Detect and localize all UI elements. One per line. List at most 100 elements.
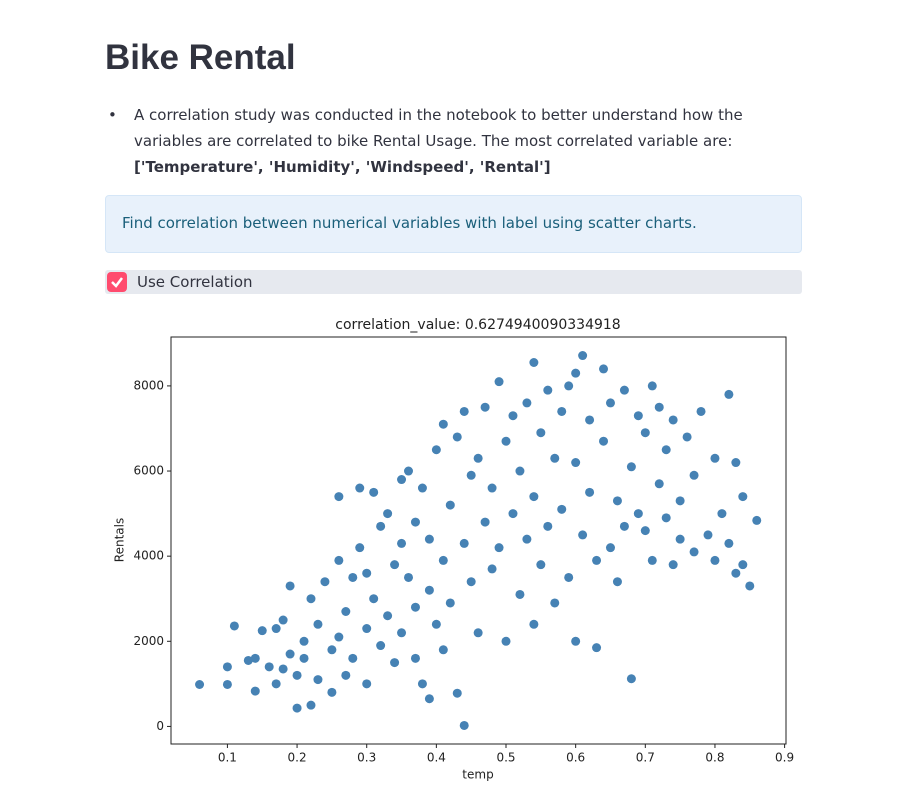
point	[550, 453, 560, 463]
point	[431, 445, 441, 455]
point	[592, 643, 602, 653]
point	[341, 670, 351, 680]
point	[452, 688, 462, 698]
y-axis-label: Rentals	[113, 518, 127, 562]
point	[731, 568, 741, 578]
point	[487, 564, 497, 574]
point	[536, 560, 546, 570]
plot-frame	[170, 336, 787, 745]
x-tick-label: 0.6	[566, 751, 585, 765]
point	[605, 543, 615, 553]
x-tick-label: 0.2	[288, 751, 307, 765]
point	[348, 653, 358, 663]
point	[543, 521, 553, 531]
point	[626, 462, 636, 472]
point	[710, 555, 720, 565]
checkbox-row[interactable]: Use Correlation	[105, 270, 802, 294]
point	[501, 636, 511, 646]
checkmark	[111, 277, 123, 288]
point	[292, 670, 302, 680]
checkbox[interactable]	[107, 272, 127, 292]
point	[278, 615, 288, 625]
point	[466, 577, 476, 587]
point	[250, 686, 260, 696]
point	[438, 555, 448, 565]
point	[222, 679, 232, 689]
chart-title: correlation_value: 0.6274940090334918	[335, 317, 620, 333]
point	[229, 621, 239, 631]
bullet-plain: A correlation study was conducted in the…	[134, 106, 743, 150]
point	[410, 653, 420, 663]
point	[710, 453, 720, 463]
point	[529, 619, 539, 629]
point	[327, 645, 337, 655]
point	[640, 526, 650, 536]
x-tick-label: 0.5	[496, 751, 515, 765]
y-tick-label: 8000	[133, 378, 164, 392]
point	[459, 406, 469, 416]
point	[647, 381, 657, 391]
point	[320, 577, 330, 587]
point	[599, 364, 609, 374]
point	[355, 483, 365, 493]
point	[466, 470, 476, 480]
point	[257, 626, 267, 636]
checkbox-label[interactable]: Use Correlation	[137, 273, 253, 291]
point	[599, 436, 609, 446]
point	[452, 432, 462, 442]
x-tick-label: 0.4	[427, 751, 446, 765]
point	[626, 674, 636, 684]
point	[675, 496, 685, 506]
point	[724, 538, 734, 548]
bullet-text: A correlation study was conducted in the…	[134, 102, 794, 180]
point	[738, 492, 748, 502]
point	[397, 628, 407, 638]
point	[383, 611, 393, 621]
point	[515, 466, 525, 476]
point	[661, 445, 671, 455]
point	[738, 560, 748, 570]
point	[508, 509, 518, 519]
page-title: Bike Rental	[105, 38, 296, 77]
point	[438, 645, 448, 655]
chart: correlation_value: 0.6274940090334918 te…	[113, 317, 795, 782]
point	[752, 515, 762, 525]
point	[264, 662, 274, 672]
point	[424, 534, 434, 544]
point	[578, 530, 588, 540]
point	[612, 577, 622, 587]
point	[585, 415, 595, 425]
point	[592, 555, 602, 565]
point	[654, 402, 664, 412]
point	[717, 509, 727, 519]
point	[557, 406, 567, 416]
point	[668, 560, 678, 570]
point	[306, 700, 316, 710]
point	[383, 509, 393, 519]
point	[417, 483, 427, 493]
point	[369, 487, 379, 497]
point	[696, 406, 706, 416]
point	[390, 658, 400, 668]
point	[529, 492, 539, 502]
point	[640, 428, 650, 438]
x-tick-label: 0.7	[636, 751, 655, 765]
point	[578, 351, 588, 361]
point	[362, 624, 372, 634]
point	[410, 517, 420, 527]
point	[438, 419, 448, 429]
point	[278, 664, 288, 674]
y-tick-label: 2000	[133, 634, 164, 648]
x-tick-label: 0.3	[357, 751, 376, 765]
bullet-bold: ['Temperature', 'Humidity', 'Windspeed',…	[134, 158, 551, 176]
point	[612, 496, 622, 506]
point	[285, 581, 295, 591]
point	[633, 411, 643, 421]
point	[397, 475, 407, 485]
point	[745, 581, 755, 591]
point	[424, 694, 434, 704]
point	[376, 641, 386, 651]
point	[271, 679, 281, 689]
point	[285, 649, 295, 659]
